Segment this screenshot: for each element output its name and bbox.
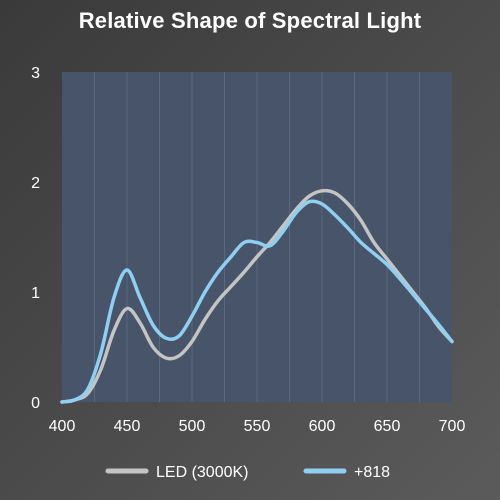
y-tick-label: 2 [31,175,40,192]
chart-title: Relative Shape of Spectral Light [78,8,422,33]
x-tick-label: 450 [114,418,141,435]
y-axis-ticks: 0 1 2 3 [31,65,40,412]
series-line-1 [60,199,454,404]
series-lines [60,188,454,404]
x-tick-label: 500 [179,418,206,435]
legend: LED (3000K) +818 [105,464,390,481]
legend-label-0: LED (3000K) [156,464,249,481]
legend-label-1: +818 [354,464,390,481]
x-tick-label: 400 [49,418,76,435]
gridlines [94,72,420,402]
x-axis-ticks: 400 450 500 550 600 650 700 [49,418,466,435]
series-line-0 [60,188,454,404]
x-tick-label: 600 [309,418,336,435]
y-tick-label: 0 [31,395,40,412]
x-tick-label: 700 [439,418,466,435]
x-tick-label: 650 [374,418,401,435]
x-tick-label: 550 [244,418,271,435]
y-tick-label: 1 [31,285,40,302]
y-tick-label: 3 [31,65,40,82]
